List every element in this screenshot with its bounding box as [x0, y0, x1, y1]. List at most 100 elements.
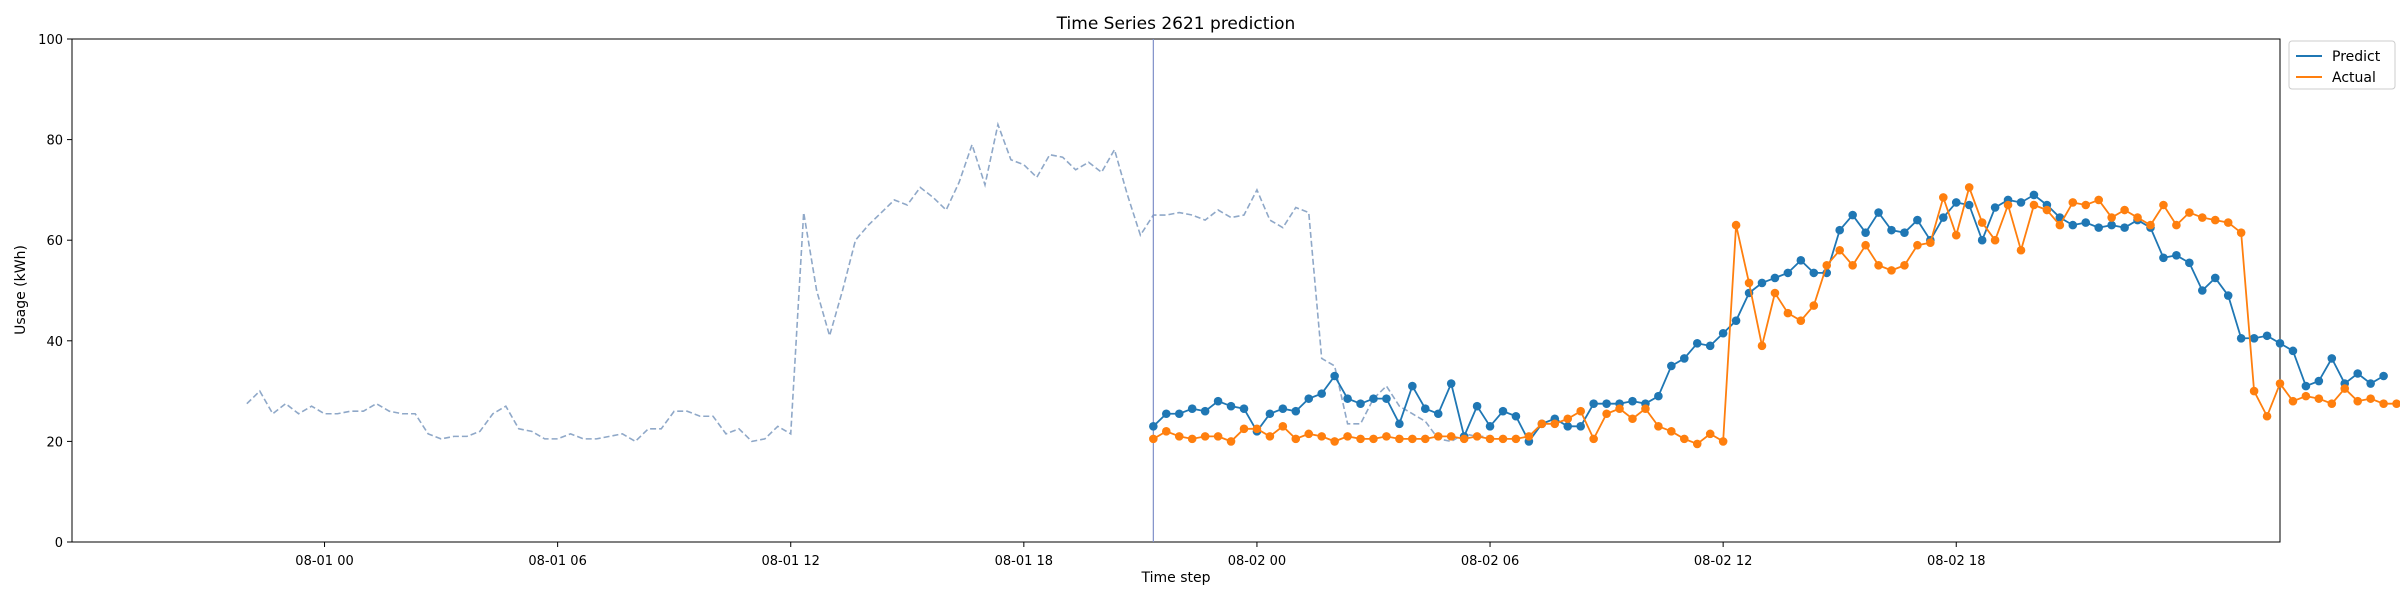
legend-label-actual: Actual [2332, 70, 2376, 86]
data-point-actual [1472, 432, 1482, 441]
data-point-actual [2301, 391, 2311, 401]
data-point-predict [1278, 404, 1288, 414]
data-point-actual [1304, 429, 1314, 439]
data-point-actual [1615, 404, 1624, 414]
data-point-actual [1951, 230, 1961, 240]
data-point-predict [1563, 422, 1573, 431]
x-tick-label: 08-02 18 [1927, 554, 1985, 569]
data-point-actual [1550, 419, 1560, 429]
data-point-actual [2288, 396, 2298, 406]
y-tick-label: 80 [46, 134, 63, 149]
data-point-predict [2314, 376, 2324, 386]
data-point-actual [1161, 427, 1171, 436]
data-point-actual [2249, 386, 2259, 396]
data-point-actual [1654, 422, 1663, 431]
data-point-actual [2120, 205, 2129, 215]
data-point-actual [1783, 308, 1793, 318]
data-point-actual [2392, 399, 2400, 408]
data-point-actual [2016, 245, 2026, 255]
data-point-predict [1149, 422, 1158, 431]
data-point-actual [1356, 434, 1365, 444]
data-point-actual [1343, 432, 1352, 441]
data-point-predict [1783, 268, 1793, 278]
data-point-predict [1731, 316, 1741, 325]
data-point-actual [2340, 384, 2350, 393]
legend: Predict Actual [2288, 40, 2396, 90]
data-point-actual [1913, 240, 1922, 250]
x-tick-label: 08-02 00 [1228, 554, 1286, 569]
data-point-predict [1913, 215, 1922, 225]
y-tick-label: 100 [38, 33, 63, 48]
data-point-predict [1900, 228, 1909, 237]
data-point-actual [1861, 240, 1870, 250]
data-point-predict [1951, 198, 1961, 207]
data-point-predict [1369, 394, 1378, 403]
data-point-actual [1822, 261, 1832, 270]
data-point-actual [1705, 429, 1715, 439]
data-point-predict [2262, 331, 2272, 341]
data-point-predict [2120, 223, 2129, 232]
data-point-actual [1382, 432, 1391, 441]
data-point-actual [2353, 396, 2362, 406]
data-point-predict [1705, 341, 1715, 351]
data-point-actual [2262, 411, 2272, 421]
data-point-predict [1757, 278, 1767, 288]
data-point-predict [1408, 381, 1417, 391]
data-point-predict [2223, 291, 2233, 300]
data-point-actual [1977, 218, 1987, 227]
x-axis: 08-01 00 08-01 06 08-01 12 08-01 18 08-02 00… [295, 542, 1985, 569]
x-tick-label: 08-02 12 [1694, 554, 1752, 569]
data-point-actual [1757, 341, 1767, 351]
x-tick-label: 08-02 06 [1461, 554, 1519, 569]
data-point-actual [2081, 200, 2091, 210]
history-line [246, 121, 1491, 443]
data-point-actual [1576, 406, 1585, 416]
data-point-actual [1330, 437, 1339, 446]
plot-frame [71, 38, 2281, 543]
data-point-actual [2133, 213, 2142, 222]
data-point-actual [1395, 434, 1404, 444]
data-point-predict [1654, 391, 1663, 401]
x-tick-label: 08-01 06 [528, 554, 586, 569]
data-point-actual [1731, 220, 1741, 230]
x-tick-label: 08-01 00 [295, 554, 353, 569]
data-point-actual [1459, 434, 1469, 444]
data-point-actual [1964, 183, 1974, 192]
data-point-actual [1200, 432, 1210, 441]
data-point-actual [1226, 437, 1236, 446]
plot-area [71, 38, 2400, 543]
data-point-predict [1485, 422, 1495, 431]
data-point-predict [1692, 339, 1702, 348]
data-point-predict [2366, 379, 2375, 388]
data-point-predict [1628, 396, 1637, 406]
data-point-predict [1446, 379, 1456, 388]
data-point-predict [1330, 371, 1339, 381]
data-point-predict [1848, 210, 1857, 220]
data-point-actual [1679, 434, 1689, 444]
data-point-actual [2094, 195, 2103, 205]
data-point-actual [1408, 434, 1417, 444]
data-point-predict [1174, 409, 1184, 419]
data-point-actual [1589, 434, 1598, 444]
data-point-predict [1887, 225, 1896, 235]
data-point-predict [1990, 203, 2000, 212]
data-point-predict [1770, 273, 1780, 283]
data-point-predict [1200, 406, 1210, 416]
data-point-predict [2081, 218, 2091, 227]
data-point-predict [2185, 258, 2194, 268]
series-predict [1149, 190, 2388, 446]
data-point-predict [1187, 404, 1197, 414]
y-tick-label: 60 [46, 234, 63, 249]
data-point-actual [1174, 432, 1184, 441]
data-point-predict [1304, 394, 1314, 403]
data-point-actual [1900, 261, 1909, 270]
data-point-actual [2223, 218, 2233, 227]
data-point-actual [1149, 434, 1158, 444]
data-point-actual [1718, 437, 1728, 446]
data-point-predict [1356, 399, 1365, 408]
data-point-predict [1977, 235, 1987, 245]
data-point-actual [2327, 399, 2337, 408]
data-point-predict [1433, 409, 1443, 419]
data-point-actual [2185, 208, 2194, 217]
